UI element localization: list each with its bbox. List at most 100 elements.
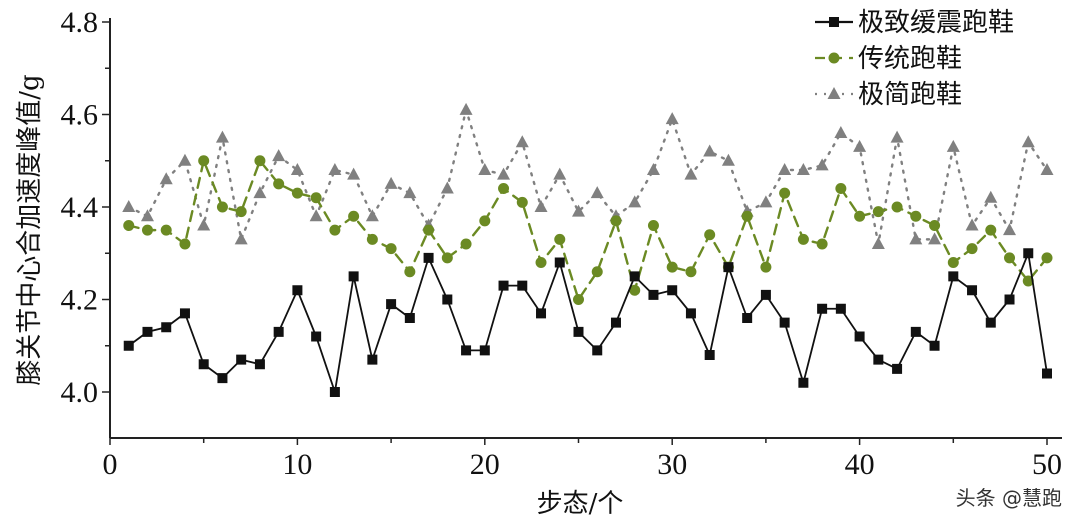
triangle-marker — [815, 158, 829, 171]
circle-marker — [254, 155, 266, 167]
triangle-marker — [827, 87, 841, 99]
circle-marker — [498, 183, 510, 194]
circle-marker — [348, 210, 360, 222]
square-marker — [798, 377, 809, 388]
circle-marker — [647, 220, 659, 231]
series-square — [123, 248, 1052, 397]
square-marker — [760, 289, 771, 300]
circle-marker — [198, 155, 210, 167]
square-marker — [685, 308, 696, 319]
circle-marker — [816, 238, 828, 250]
series-line — [127, 249, 1048, 393]
legend-item: 极致缓震跑鞋 — [815, 8, 1014, 38]
x-tick-label: 30 — [657, 448, 687, 481]
square-marker — [742, 313, 753, 323]
y-tick-label: 4.8 — [61, 6, 99, 39]
y-tick-label: 4.4 — [61, 191, 99, 224]
square-marker — [573, 326, 584, 337]
square-marker — [817, 303, 828, 314]
triangle-marker — [234, 232, 248, 245]
triangle-marker — [215, 130, 229, 143]
circle-marker — [610, 215, 622, 227]
circle-marker — [828, 52, 840, 64]
triangle-marker — [684, 167, 698, 180]
x-tick-label: 40 — [845, 448, 875, 481]
square-marker — [479, 345, 490, 356]
circle-marker — [985, 224, 997, 236]
circle-marker — [179, 238, 191, 250]
square-marker — [1004, 294, 1015, 305]
square-marker — [667, 285, 678, 296]
square-marker — [892, 363, 903, 374]
triangle-marker — [759, 195, 773, 208]
triangle-marker — [946, 139, 960, 152]
circle-marker — [685, 266, 697, 278]
watermark: 头条 @慧跑 — [955, 486, 1062, 510]
square-marker — [610, 317, 621, 328]
square-marker — [554, 257, 565, 268]
circle-marker — [516, 196, 528, 208]
triangle-marker — [778, 163, 792, 175]
square-marker — [217, 373, 228, 384]
legend-item: 传统跑鞋 — [815, 44, 962, 74]
square-marker — [198, 359, 209, 370]
circle-marker — [1041, 252, 1053, 264]
triangle-marker — [347, 167, 361, 180]
circle-marker — [235, 206, 247, 218]
circle-marker — [666, 261, 678, 273]
square-marker — [704, 350, 715, 360]
square-marker — [161, 322, 172, 333]
circle-marker — [479, 215, 491, 227]
circle-marker — [160, 224, 172, 236]
square-marker — [829, 17, 839, 27]
triangle-marker — [197, 218, 211, 231]
triangle-marker — [1021, 135, 1035, 148]
circle-marker — [704, 229, 716, 241]
circle-marker — [929, 220, 941, 231]
square-marker — [985, 317, 996, 328]
circle-marker — [535, 257, 547, 268]
circle-marker — [872, 206, 884, 218]
triangle-marker — [159, 172, 173, 185]
triangle-marker — [1003, 223, 1017, 236]
square-marker — [629, 271, 640, 282]
y-tick-label: 4.0 — [61, 376, 99, 409]
triangle-marker — [290, 163, 304, 175]
circle-marker — [385, 243, 397, 255]
x-tick-label: 20 — [470, 448, 500, 481]
triangle-marker — [909, 232, 923, 245]
triangle-marker — [497, 167, 511, 180]
series-group — [122, 102, 1054, 397]
circle-marker — [629, 284, 641, 296]
legend-label: 传统跑鞋 — [858, 44, 962, 74]
triangle-marker — [440, 181, 454, 194]
triangle-marker — [384, 176, 398, 189]
square-marker — [723, 262, 734, 273]
circle-marker — [329, 224, 341, 236]
circle-marker — [573, 294, 584, 305]
triangle-marker — [796, 163, 810, 175]
triangle-marker — [365, 209, 379, 222]
square-marker — [948, 271, 959, 282]
square-marker — [273, 326, 284, 337]
circle-marker — [779, 187, 791, 199]
x-tick-label: 0 — [103, 448, 118, 481]
circle-marker — [797, 233, 809, 245]
square-marker — [236, 354, 247, 365]
triangle-marker — [534, 200, 548, 212]
circle-marker — [310, 192, 322, 204]
circle-marker — [1022, 275, 1034, 287]
triangle-marker — [965, 218, 979, 231]
circle-marker — [854, 210, 866, 222]
x-axis-title: 步态/个 — [537, 489, 624, 519]
square-marker — [910, 326, 921, 337]
square-marker — [179, 308, 190, 319]
square-marker — [1023, 248, 1034, 259]
triangle-marker — [272, 149, 286, 162]
triangle-marker — [984, 190, 998, 203]
triangle-marker — [178, 153, 192, 166]
triangle-marker — [871, 237, 885, 249]
y-axis-title: 膝关节中心合加速度峰值/g — [15, 74, 45, 385]
